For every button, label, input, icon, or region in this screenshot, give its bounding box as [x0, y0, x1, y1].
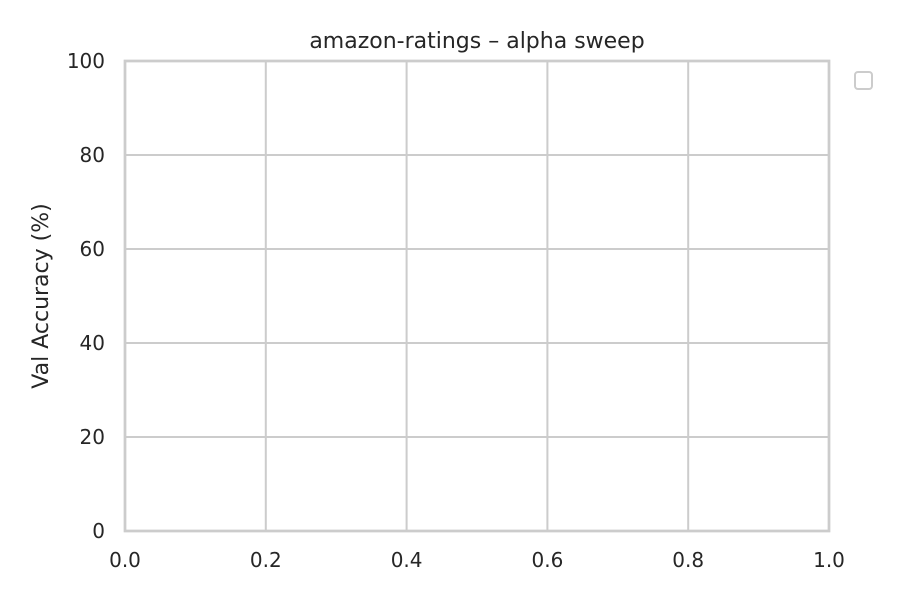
plot-area — [123, 59, 831, 533]
x-tick-label: 1.0 — [813, 548, 845, 572]
x-tick-label: 0.8 — [672, 548, 704, 572]
y-tick-label: 40 — [80, 331, 105, 355]
plot-frame — [123, 59, 831, 533]
y-tick-label: 80 — [80, 143, 105, 167]
x-axis-ticks: 0.0 0.2 0.4 0.6 0.8 1.0 — [109, 548, 845, 572]
legend-box — [854, 71, 873, 90]
y-tick-label: 100 — [67, 49, 105, 73]
x-tick-label: 0.0 — [109, 548, 141, 572]
x-gridlines — [264, 61, 690, 531]
y-tick-label: 20 — [80, 425, 105, 449]
chart-title: amazon-ratings – alpha sweep — [309, 29, 644, 54]
x-tick-label: 0.2 — [250, 548, 282, 572]
y-tick-label: 0 — [92, 519, 105, 543]
x-tick-label: 0.6 — [531, 548, 563, 572]
y-axis-ticks: 0 20 40 60 80 100 — [67, 49, 105, 543]
y-axis-label: Val Accuracy (%) — [29, 203, 54, 388]
x-tick-label: 0.4 — [391, 548, 423, 572]
y-tick-label: 60 — [80, 237, 105, 261]
y-gridlines — [125, 154, 829, 438]
